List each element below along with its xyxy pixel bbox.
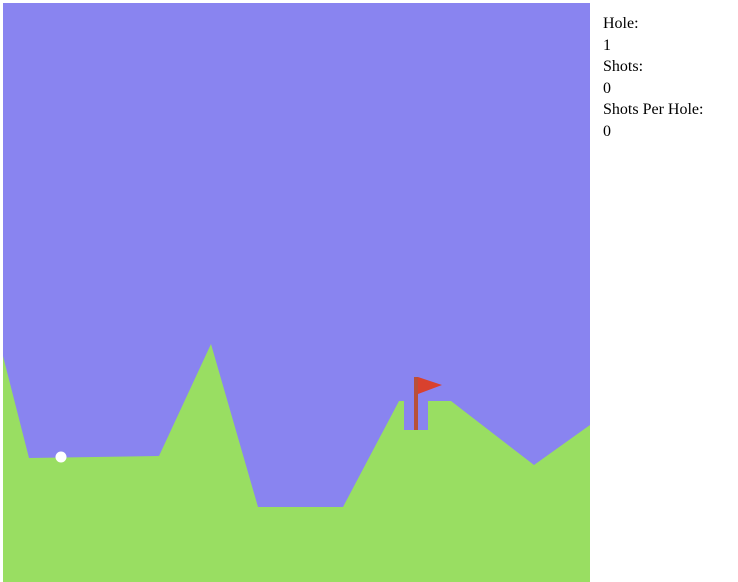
hole-label: Hole: [603,15,639,32]
shots-label: Shots: [603,58,644,75]
course-svg[interactable] [3,3,590,582]
shots-per-hole-value: 0 [603,122,611,140]
golf-ball[interactable] [55,451,67,463]
stats-panel: Hole: 1 Shots: 0 Shots Per Hole: 0 [603,13,703,142]
flag [418,377,442,394]
shots-per-hole-label: Shots Per Hole: [603,101,704,118]
terrain [3,344,590,582]
shots-value: 0 [603,79,611,97]
flag-pole [414,377,418,430]
hole-value: 1 [603,36,611,54]
game-canvas[interactable] [3,3,590,582]
